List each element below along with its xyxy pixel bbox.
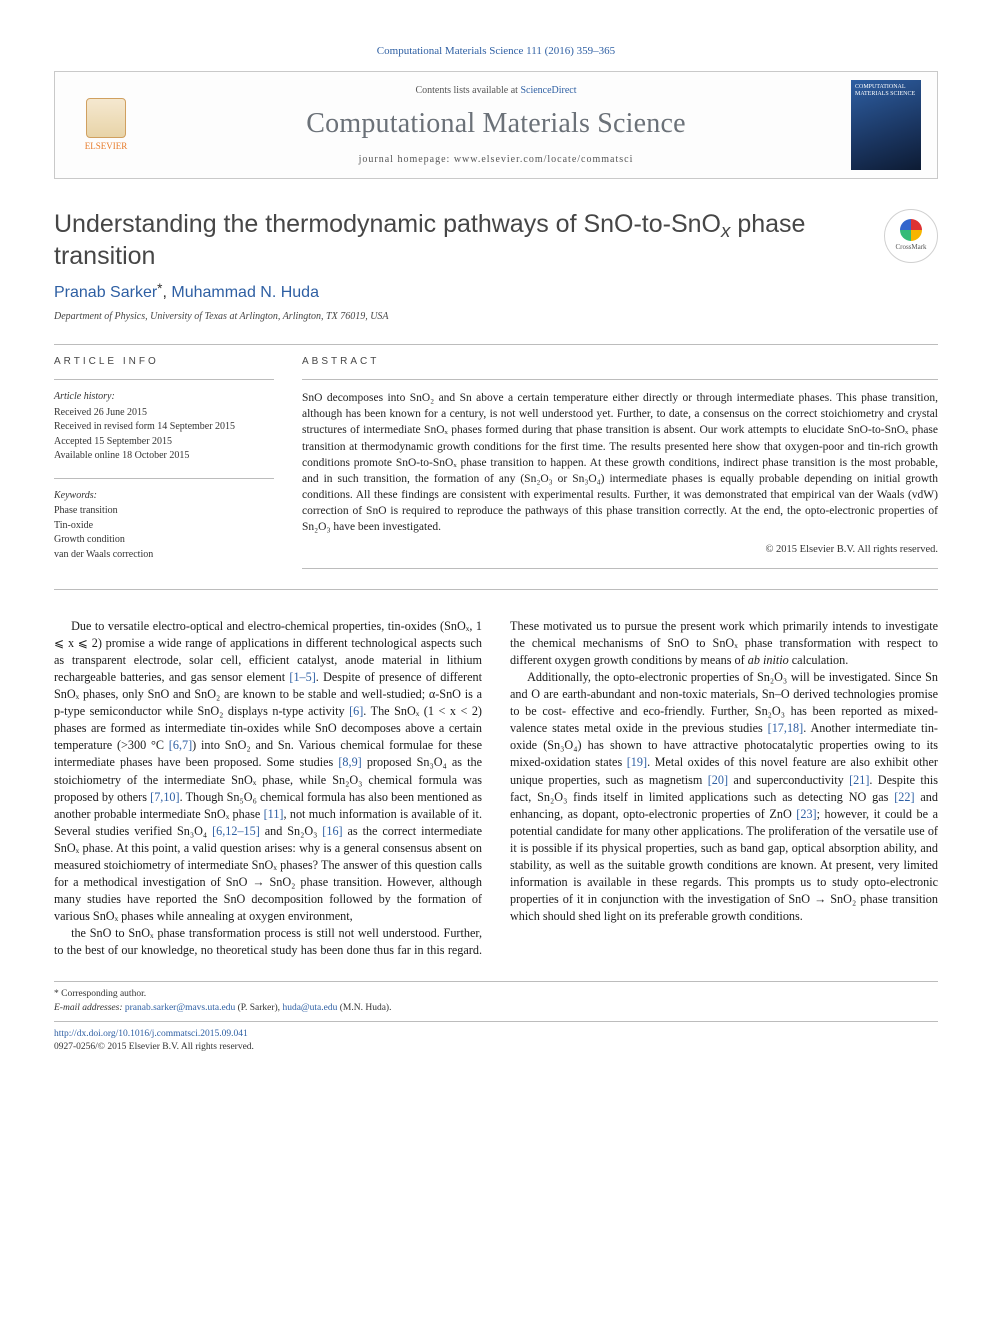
contents-prefix: Contents lists available at — [415, 85, 520, 96]
article-info-label: article info — [54, 355, 274, 369]
abstract-text: SnO decomposes into SnO₂ and Sn above a … — [302, 390, 938, 535]
crossmark-badge[interactable]: CrossMark — [884, 209, 938, 263]
keyword: Tin-oxide — [54, 519, 274, 534]
divider — [54, 478, 274, 479]
elsevier-tree-icon — [86, 98, 126, 138]
sciencedirect-link[interactable]: ScienceDirect — [520, 85, 576, 96]
divider — [54, 589, 938, 590]
divider — [54, 379, 274, 380]
keywords-block: Keywords: Phase transition Tin-oxide Gro… — [54, 489, 274, 563]
divider — [302, 379, 938, 380]
contents-line: Contents lists available at ScienceDirec… — [153, 84, 839, 98]
email-label: E-mail addresses: — [54, 1003, 123, 1013]
publisher-name: ELSEVIER — [85, 140, 128, 153]
email-2-who: (M.N. Huda). — [340, 1003, 392, 1013]
author-1[interactable]: Pranab Sarker — [54, 284, 157, 301]
author-list: Pranab Sarker*, Muhammad N. Huda — [54, 282, 938, 304]
email-line: E-mail addresses: pranab.sarker@mavs.uta… — [54, 1002, 938, 1015]
article-history: Article history: Received 26 June 2015 R… — [54, 390, 274, 464]
issn-copyright: 0927-0256/© 2015 Elsevier B.V. All right… — [54, 1041, 938, 1054]
corresponding-marker: * — [157, 281, 162, 296]
abstract-label: abstract — [302, 355, 938, 369]
abstract-copyright: © 2015 Elsevier B.V. All rights reserved… — [302, 543, 938, 558]
history-item: Received in revised form 14 September 20… — [54, 420, 274, 435]
homepage-prefix: journal homepage: — [359, 154, 454, 165]
article-title: Understanding the thermodynamic pathways… — [54, 209, 864, 272]
homepage-line: journal homepage: www.elsevier.com/locat… — [153, 153, 839, 167]
divider — [54, 1021, 938, 1022]
email-2[interactable]: huda@uta.edu — [282, 1003, 337, 1013]
title-sub-x: x — [721, 220, 730, 241]
keyword: van der Waals correction — [54, 548, 274, 563]
body-para-1: Due to versatile electro-optical and ele… — [54, 618, 482, 925]
citation-line: Computational Materials Science 111 (201… — [54, 44, 938, 59]
doi-link[interactable]: http://dx.doi.org/10.1016/j.commatsci.20… — [54, 1029, 248, 1039]
history-item: Received 26 June 2015 — [54, 406, 274, 421]
email-1[interactable]: pranab.sarker@mavs.uta.edu — [125, 1003, 235, 1013]
journal-name: Computational Materials Science — [153, 104, 839, 143]
history-item: Available online 18 October 2015 — [54, 449, 274, 464]
journal-header: ELSEVIER Contents lists available at Sci… — [54, 71, 938, 179]
title-pre: Understanding the thermodynamic pathways… — [54, 210, 721, 238]
divider — [54, 344, 938, 345]
keywords-head: Keywords: — [54, 489, 274, 504]
divider — [302, 568, 938, 569]
body-para-3: Additionally, the opto-electronic proper… — [510, 669, 938, 925]
publisher-logo: ELSEVIER — [71, 90, 141, 160]
footer: * Corresponding author. E-mail addresses… — [54, 981, 938, 1054]
history-head: Article history: — [54, 390, 274, 405]
author-2[interactable]: Muhammad N. Huda — [171, 284, 319, 301]
journal-cover-thumb: COMPUTATIONAL MATERIALS SCIENCE — [851, 80, 921, 170]
crossmark-label: CrossMark — [895, 243, 926, 253]
keyword: Phase transition — [54, 504, 274, 519]
history-item: Accepted 15 September 2015 — [54, 435, 274, 450]
body-text: Due to versatile electro-optical and ele… — [54, 618, 938, 960]
corresponding-note: * Corresponding author. — [54, 988, 938, 1001]
homepage-url[interactable]: www.elsevier.com/locate/commatsci — [454, 154, 634, 165]
keyword: Growth condition — [54, 533, 274, 548]
affiliation: Department of Physics, University of Tex… — [54, 310, 938, 324]
email-1-who: (P. Sarker), — [238, 1003, 280, 1013]
crossmark-icon — [900, 219, 922, 241]
